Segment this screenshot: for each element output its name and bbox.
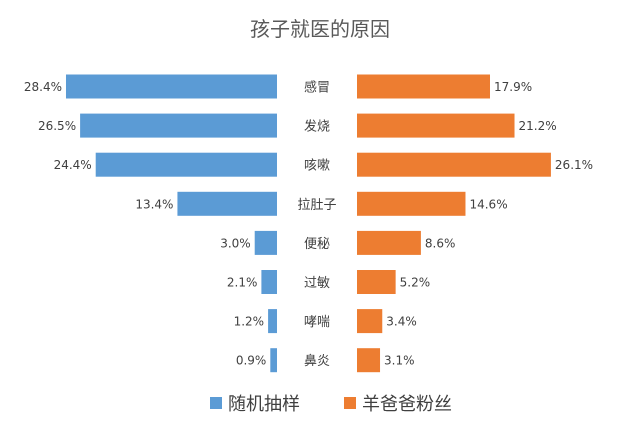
legend: 随机抽样 羊爸爸粉丝 xyxy=(210,394,452,415)
bar-yangbaba-fans-1 xyxy=(357,113,515,138)
data-label-random-sample-4: 3.0% xyxy=(220,236,251,250)
category-label-6: 哮喘 xyxy=(304,314,330,330)
bar-yangbaba-fans-6 xyxy=(357,309,383,334)
series-yangbaba-fans-bars: 17.9% 21.2% 26.1% 14.6% 8.6% 5.2% 3.4% 3.1% xyxy=(357,74,593,373)
category-label-7: 鼻炎 xyxy=(304,353,330,369)
data-label-random-sample-7: 0.9% xyxy=(236,354,267,368)
bar-random-sample-1 xyxy=(80,113,277,138)
data-label-yangbaba-fans-7: 3.1% xyxy=(384,354,415,368)
data-label-yangbaba-fans-2: 26.1% xyxy=(555,158,593,172)
bar-random-sample-5 xyxy=(261,270,277,294)
data-label-random-sample-6: 1.2% xyxy=(234,315,265,329)
data-label-yangbaba-fans-1: 21.2% xyxy=(519,119,557,133)
legend-swatch-random-sample xyxy=(210,397,222,409)
data-label-yangbaba-fans-6: 3.4% xyxy=(386,315,417,329)
data-label-yangbaba-fans-5: 5.2% xyxy=(400,276,431,290)
legend-label-random-sample: 随机抽样 xyxy=(228,394,300,415)
bar-yangbaba-fans-3 xyxy=(357,191,466,216)
bar-yangbaba-fans-2 xyxy=(357,152,551,177)
bar-random-sample-2 xyxy=(95,152,277,177)
chart-title: 孩子就医的原因 xyxy=(250,17,390,41)
bar-random-sample-7 xyxy=(270,348,277,373)
data-label-random-sample-5: 2.1% xyxy=(227,276,258,290)
bar-random-sample-6 xyxy=(268,309,277,334)
bar-yangbaba-fans-5 xyxy=(357,270,396,294)
series-random-sample-bars: 28.4% 26.5% 24.4% 13.4% 3.0% 2.1% 1.2% 0.9% xyxy=(24,74,277,373)
data-label-yangbaba-fans-3: 14.6% xyxy=(469,197,507,211)
category-label-4: 便秘 xyxy=(304,237,330,252)
category-label-5: 过敏 xyxy=(304,276,330,291)
bar-yangbaba-fans-7 xyxy=(357,348,381,373)
legend-swatch-yangbaba-fans xyxy=(344,397,356,409)
data-label-random-sample-2: 24.4% xyxy=(54,158,92,172)
bar-yangbaba-fans-4 xyxy=(357,230,421,255)
bar-yangbaba-fans-0 xyxy=(357,74,490,99)
data-label-random-sample-0: 28.4% xyxy=(24,80,62,94)
data-label-yangbaba-fans-0: 17.9% xyxy=(494,80,532,94)
category-label-1: 发烧 xyxy=(304,119,330,135)
data-label-yangbaba-fans-4: 8.6% xyxy=(425,236,456,250)
category-label-2: 咳嗽 xyxy=(304,159,330,174)
bar-random-sample-0 xyxy=(65,74,277,99)
bar-random-sample-3 xyxy=(177,191,277,216)
legend-label-yangbaba-fans: 羊爸爸粉丝 xyxy=(362,394,452,415)
data-label-random-sample-3: 13.4% xyxy=(135,197,173,211)
category-label-0: 感冒 xyxy=(304,80,330,96)
bar-random-sample-4 xyxy=(254,230,277,255)
data-label-random-sample-1: 26.5% xyxy=(38,119,76,133)
category-label-3: 拉肚子 xyxy=(297,198,336,213)
